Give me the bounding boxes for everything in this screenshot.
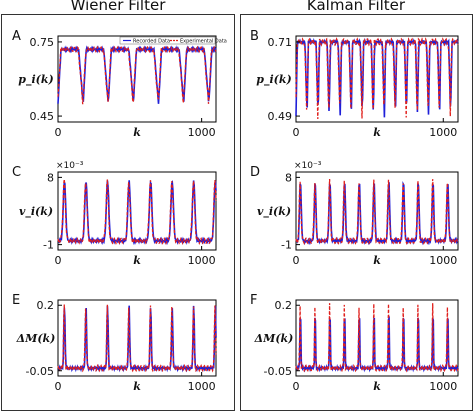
series-line-red <box>295 178 459 246</box>
y-multiplier: ×10⁻³ <box>56 161 84 171</box>
x-tick-label: 0 <box>55 126 62 139</box>
x-tick-label: 1000 <box>429 254 457 267</box>
wiener-column-title: Wiener Filter <box>71 0 167 14</box>
y-axis-label: v_i(k) <box>257 205 291 219</box>
y-tick-label: -1 <box>43 239 54 252</box>
y-axis-label: ΔM(k) <box>16 332 56 345</box>
series-line-red <box>295 37 459 120</box>
series-line-red <box>57 45 217 105</box>
x-tick-label: 0 <box>293 254 300 267</box>
x-axis-label: k <box>373 254 381 267</box>
panel-d: -1 8 0 1000 k v_i(k) D ×10⁻³ <box>250 161 459 267</box>
wiener-column-frame <box>1 14 235 411</box>
y-tick-label: 0.75 <box>30 36 55 49</box>
panel-f: -0.05 0.2 0 1000 k ΔM(k) F <box>250 293 459 393</box>
y-axis-label: v_i(k) <box>19 205 53 219</box>
panel-letter: E <box>12 293 20 308</box>
y-axis-label: p_i(k) <box>18 73 53 87</box>
y-tick-label: 0.45 <box>30 110 55 123</box>
series-line-blue <box>295 37 459 118</box>
panel-letter: B <box>250 29 259 44</box>
panel-letter: F <box>250 293 257 308</box>
panel-b: 0.49 0.71 0 1000 k p_i(k) B <box>250 29 459 139</box>
y-tick-label: 0.2 <box>275 299 293 312</box>
y-axis-label: p_i(k) <box>256 73 291 87</box>
x-tick-label: 0 <box>293 380 300 393</box>
series-line-red <box>57 304 217 373</box>
x-axis-label: k <box>133 126 141 139</box>
y-tick-label: 0.49 <box>268 110 293 123</box>
panel-letter: C <box>12 165 21 180</box>
x-axis-label: k <box>133 254 141 267</box>
y-tick-label: -0.05 <box>264 365 292 378</box>
x-tick-label: 0 <box>55 380 62 393</box>
y-tick-label: 8 <box>47 171 54 184</box>
legend-entry: Recorded Data <box>133 39 170 45</box>
series-line-red <box>57 179 217 245</box>
legend-entry: Experimental Data <box>180 39 227 45</box>
panel-e: -0.05 0.2 0 1000 k ΔM(k) E <box>12 293 217 393</box>
panel-c: -1 8 0 1000 k v_i(k) C ×10⁻³ <box>12 161 217 267</box>
y-tick-label: -1 <box>281 239 292 252</box>
panel-letter: A <box>12 29 21 44</box>
x-axis-label: k <box>373 380 381 393</box>
y-multiplier: ×10⁻³ <box>294 161 322 171</box>
panel-letter: D <box>250 165 260 180</box>
x-axis-label: k <box>373 126 381 139</box>
y-tick-label: 0.71 <box>268 36 293 49</box>
x-tick-label: 1000 <box>429 126 457 139</box>
series-line-red <box>295 303 459 373</box>
y-tick-label: -0.05 <box>26 365 54 378</box>
kalman-column-title: Kalman Filter <box>307 0 406 14</box>
panel-a: 0.45 0.75 0 1000 k p_i(k) A Recorded Data Experi… <box>12 29 227 139</box>
y-axis-label: ΔM(k) <box>254 332 294 345</box>
y-tick-label: 0.2 <box>37 299 55 312</box>
x-tick-label: 1000 <box>188 380 216 393</box>
plot-frame <box>295 35 459 123</box>
x-tick-label: 1000 <box>188 254 216 267</box>
x-tick-label: 1000 <box>429 380 457 393</box>
kalman-column-frame <box>240 14 473 411</box>
x-axis-label: k <box>133 380 141 393</box>
legend-box <box>119 36 216 45</box>
x-tick-label: 0 <box>55 254 62 267</box>
x-tick-label: 0 <box>293 126 300 139</box>
y-tick-label: 8 <box>285 171 292 184</box>
series-line-blue <box>295 181 459 246</box>
x-tick-label: 1000 <box>188 126 216 139</box>
